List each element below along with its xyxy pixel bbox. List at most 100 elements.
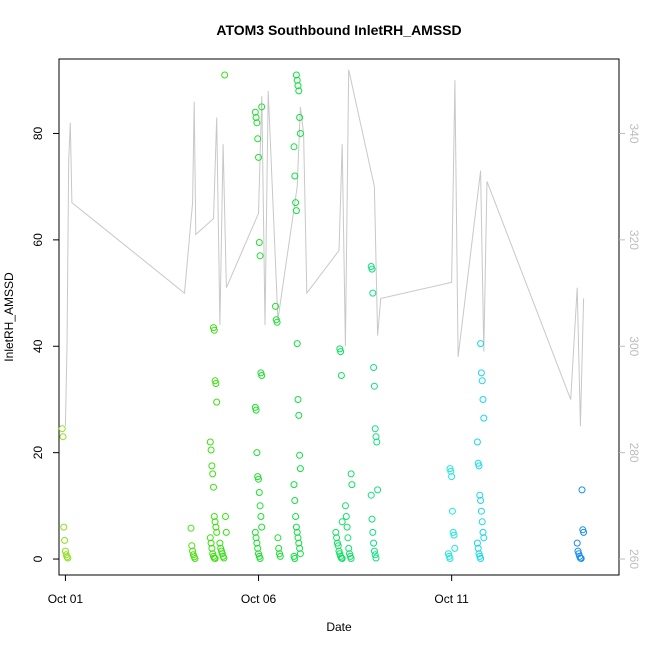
y-axis-label: InletRH_AMSSD — [2, 272, 16, 362]
x-axis-label: Date — [326, 620, 352, 634]
data-point — [292, 207, 300, 215]
y-tick-label: 60 — [31, 233, 45, 247]
data-point — [477, 340, 485, 348]
data-point — [212, 380, 220, 387]
data-point — [573, 539, 581, 547]
data-point — [258, 372, 266, 379]
data-point — [476, 491, 484, 499]
data-point — [210, 483, 217, 491]
data-point — [191, 555, 199, 562]
data-point — [208, 544, 216, 552]
data-point — [291, 555, 299, 562]
data-point — [210, 513, 218, 520]
data-point — [373, 438, 381, 446]
y-tick-label: 80 — [31, 127, 45, 141]
data-point — [338, 555, 346, 562]
data-point — [208, 462, 216, 470]
data-point — [60, 523, 68, 531]
data-point — [213, 398, 221, 406]
data-point — [207, 446, 215, 454]
y2-tick-label: 340 — [627, 123, 641, 143]
data-point — [371, 425, 379, 433]
data-point — [447, 467, 455, 475]
data-point — [275, 544, 283, 552]
data-point — [333, 534, 341, 542]
data-point — [296, 451, 304, 459]
axis-layer: 0 20 40 60 80 260 280 300 320 340 Oct 01 Oct 06 Oct … — [31, 123, 641, 606]
data-point — [448, 507, 456, 515]
series-line — [64, 69, 585, 427]
data-point — [59, 433, 67, 441]
data-point — [293, 76, 301, 84]
y2-tick-label: 280 — [627, 443, 641, 463]
data-point — [295, 411, 303, 419]
data-point — [256, 252, 264, 260]
plot-frame — [58, 58, 620, 576]
data-point — [251, 528, 259, 536]
y2-tick-label: 320 — [627, 230, 641, 250]
data-point — [296, 465, 304, 473]
data-point — [580, 528, 588, 536]
data-point — [480, 414, 488, 422]
data-point — [448, 473, 456, 481]
data-point — [255, 475, 262, 483]
data-point — [342, 502, 349, 510]
data-point — [480, 534, 488, 542]
data-point — [254, 135, 262, 143]
data-point — [370, 539, 378, 547]
data-point — [477, 369, 485, 377]
data-point — [450, 531, 458, 539]
data-point — [478, 518, 486, 526]
data-point — [295, 87, 303, 95]
data-point — [290, 481, 298, 489]
data-point — [256, 555, 264, 562]
data-point — [252, 114, 260, 121]
data-point — [221, 71, 229, 79]
y2-tick-label: 300 — [627, 336, 641, 356]
data-point — [272, 302, 279, 310]
point-layer — [58, 71, 588, 562]
data-point — [578, 486, 586, 494]
data-point — [294, 396, 302, 403]
data-point — [374, 486, 382, 494]
data-point — [210, 326, 218, 334]
data-point — [273, 318, 281, 326]
data-point — [369, 289, 377, 297]
data-point — [291, 172, 299, 180]
data-point — [61, 536, 69, 544]
data-point — [206, 534, 214, 542]
data-point — [296, 550, 304, 558]
data-point — [577, 555, 585, 562]
y-tick-label: 40 — [31, 339, 45, 353]
data-point — [475, 462, 483, 470]
data-point — [211, 555, 219, 562]
data-point — [209, 470, 217, 478]
data-point — [337, 372, 345, 379]
data-point — [253, 119, 261, 127]
data-point — [290, 143, 298, 151]
data-point — [187, 524, 195, 532]
data-point — [293, 340, 301, 348]
data-point — [63, 553, 71, 561]
data-point — [372, 433, 380, 441]
x-tick-label: Oct 01 — [48, 592, 84, 606]
data-point — [291, 497, 299, 504]
data-point — [274, 534, 282, 542]
data-point — [296, 114, 304, 121]
data-point — [276, 552, 284, 560]
data-point — [256, 502, 264, 510]
data-point — [451, 544, 459, 552]
data-point — [257, 513, 265, 520]
x-tick-label: Oct 06 — [241, 592, 277, 606]
data-point — [372, 554, 380, 562]
data-point — [255, 239, 263, 246]
data-point — [294, 534, 302, 542]
data-point — [370, 364, 378, 371]
data-point — [216, 539, 224, 547]
data-point — [477, 497, 485, 504]
data-point — [255, 489, 263, 496]
data-point — [293, 528, 301, 536]
data-point — [371, 551, 379, 559]
